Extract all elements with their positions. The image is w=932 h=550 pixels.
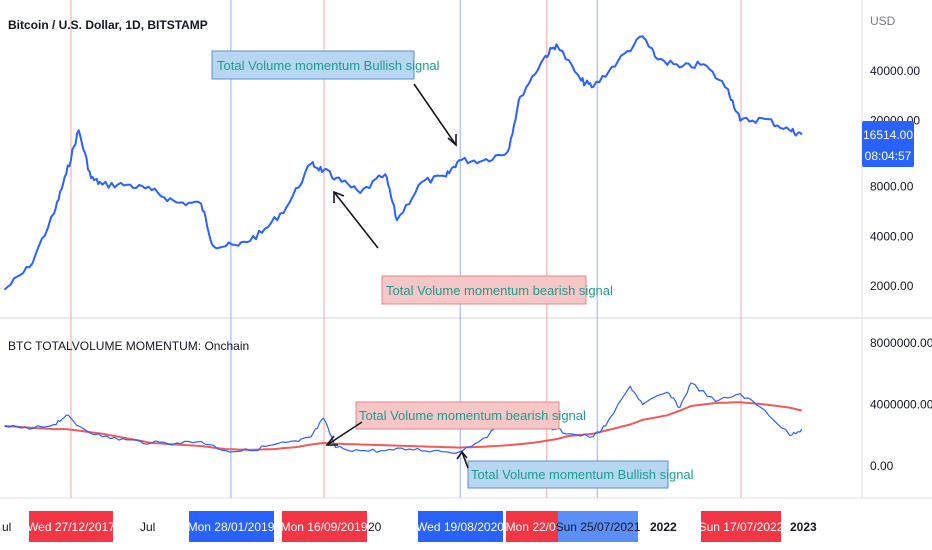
annotation-bearish-top[interactable]: Total Volume momentum bearish signal [381,275,613,305]
time-axis[interactable]: ul Jul 20 2022 2023 Wed 27/12/2017 Mon 2… [2,511,817,542]
indicator-title: BTC TOTALVOLUME MOMENTUM: Onchain [8,339,249,353]
svg-text:Sun 17/07/2022: Sun 17/07/2022 [699,520,784,534]
annotation-arrows [325,83,469,469]
annotation-bearish-top-text: Total Volume momentum bearish signal [386,283,613,298]
price-tick-label: 8000.00 [870,180,914,194]
time-label-2022: 2022 [650,520,677,534]
annotation-bullish-bottom-text: Total Volume momentum Bullish signal [471,467,694,482]
time-label-2023: 2023 [790,520,817,534]
arrow-bearish-bottom [326,421,363,446]
annotation-bullish-top-text: Total Volume momentum Bullish signal [217,58,440,73]
last-price-marker: 16514.00 08:04:57 [862,121,914,167]
arrow-bearish-bottom-head [325,435,338,446]
signal-vertical-lines [70,0,742,498]
chart-title: Bitcoin / U.S. Dollar, 1D, BITSTAMP [8,18,208,32]
volume-series [4,382,803,455]
volume-tick-label: 0.00 [870,459,894,473]
time-badge-2019-01-28: Mon 28/01/2019 [188,511,275,542]
countdown-timer: 08:04:57 [865,149,912,163]
volume-tick-label: 4000000.00 [870,398,932,412]
arrow-bullish-top [413,83,457,146]
annotation-bullish-bottom[interactable]: Total Volume momentum Bullish signal [467,460,694,489]
time-badge-2022-07-17: Sun 17/07/2022 [699,511,784,542]
arrow-bullish-bottom [461,451,469,469]
time-label-jul-start: ul [2,520,11,534]
price-tick-label: 2000.00 [870,279,914,293]
arrow-bullish-bottom-head [456,450,468,460]
price-series [3,35,803,291]
time-badge-2017-12-27: Wed 27/12/2017 [27,511,115,542]
currency-label: USD [870,14,896,28]
time-label-2020: 20 [368,520,382,534]
time-badge-2021-03-22: Mon 22/03 [506,511,563,542]
svg-text:Mon 22/03: Mon 22/03 [506,520,563,534]
time-label-jul: Jul [140,520,155,534]
volume-tick-label: 8000000.00 [870,336,932,350]
price-tick-label: 40000.00 [870,64,920,78]
svg-text:Mon 16/09/2019: Mon 16/09/2019 [281,520,368,534]
svg-text:Wed 19/08/2020: Wed 19/08/2020 [416,520,504,534]
time-badge-2021-07-25: Sun 25/07/2021 [556,511,641,542]
annotation-bearish-bottom-text: Total Volume momentum bearish signal [359,408,586,423]
svg-text:Sun 25/07/2021: Sun 25/07/2021 [556,520,641,534]
time-badge-2020-08-19: Wed 19/08/2020 [416,511,504,542]
price-tick-label: 4000.00 [870,229,914,243]
svg-text:Wed 27/12/2017: Wed 27/12/2017 [27,520,115,534]
last-price-value: 16514.00 [863,128,913,142]
annotation-bearish-bottom[interactable]: Total Volume momentum bearish signal [355,401,586,430]
svg-text:Mon 28/01/2019: Mon 28/01/2019 [188,520,275,534]
arrow-bearish-top-head [333,190,345,203]
volume-line [4,382,803,455]
arrow-bullish-top-head [447,134,457,147]
time-badge-2019-09-16: Mon 16/09/2019 [281,511,368,542]
arrow-bearish-top [333,191,379,249]
annotation-bullish-top[interactable]: Total Volume momentum Bullish signal [211,50,440,80]
price-line [3,35,803,291]
volume-axis[interactable]: 0.00 4000000.00 8000000.00 [870,336,932,473]
